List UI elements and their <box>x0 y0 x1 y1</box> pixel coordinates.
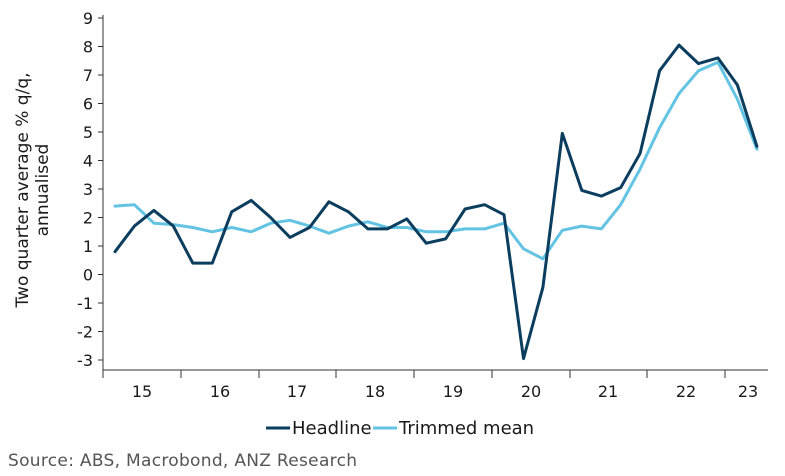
y-tick-label: 8 <box>83 38 93 57</box>
y-axis-ticks: 9 8 7 6 5 4 3 2 1 0 -1 -2 -3 <box>77 9 103 370</box>
x-axis-ticks: 15 16 17 18 19 20 21 22 23 <box>102 370 758 401</box>
x-tick-label: 19 <box>443 382 463 401</box>
legend-label-headline: Headline <box>292 418 372 439</box>
line-chart: Two quarter average % q/q, annualised 9 8… <box>13 9 768 439</box>
x-tick-label: 20 <box>521 382 541 401</box>
y-tick-label: -3 <box>77 351 93 370</box>
source-note: Source: ABS, Macrobond, ANZ Research <box>8 451 358 471</box>
y-tick-label: 4 <box>83 152 93 171</box>
legend-item-headline: Headline <box>266 418 372 439</box>
series-layer <box>113 43 759 361</box>
x-tick-label: 16 <box>210 382 230 401</box>
x-tick-label: 18 <box>365 382 385 401</box>
legend-label-trimmed-mean: Trimmed mean <box>398 418 534 439</box>
y-tick-label: 5 <box>83 123 93 142</box>
y-tick-label: 6 <box>83 95 93 114</box>
x-tick-label: 21 <box>598 382 618 401</box>
y-tick-label: 0 <box>83 266 93 285</box>
y-tick-label: 9 <box>83 9 93 28</box>
y-axis-label-line-2: annualised <box>33 144 53 237</box>
x-tick-label: 22 <box>676 382 696 401</box>
y-tick-label: 2 <box>83 209 93 228</box>
y-tick-label: -2 <box>77 323 93 342</box>
legend-item-trimmed-mean: Trimmed mean <box>373 418 534 439</box>
x-tick-label: 17 <box>287 382 307 401</box>
y-axis-label: Two quarter average % q/q, annualised <box>13 72 53 308</box>
series-line-headline <box>113 43 759 361</box>
y-axis-label-line-1: Two quarter average % q/q, <box>13 72 33 308</box>
y-tick-label: 1 <box>83 237 93 256</box>
x-tick-label: 15 <box>132 382 152 401</box>
y-tick-label: -1 <box>77 294 93 313</box>
legend: Headline Trimmed mean <box>266 418 534 439</box>
y-tick-label: 7 <box>83 66 93 85</box>
x-tick-label: 23 <box>738 382 758 401</box>
series-line-trimmed-mean <box>113 60 759 261</box>
y-tick-label: 3 <box>83 180 93 199</box>
